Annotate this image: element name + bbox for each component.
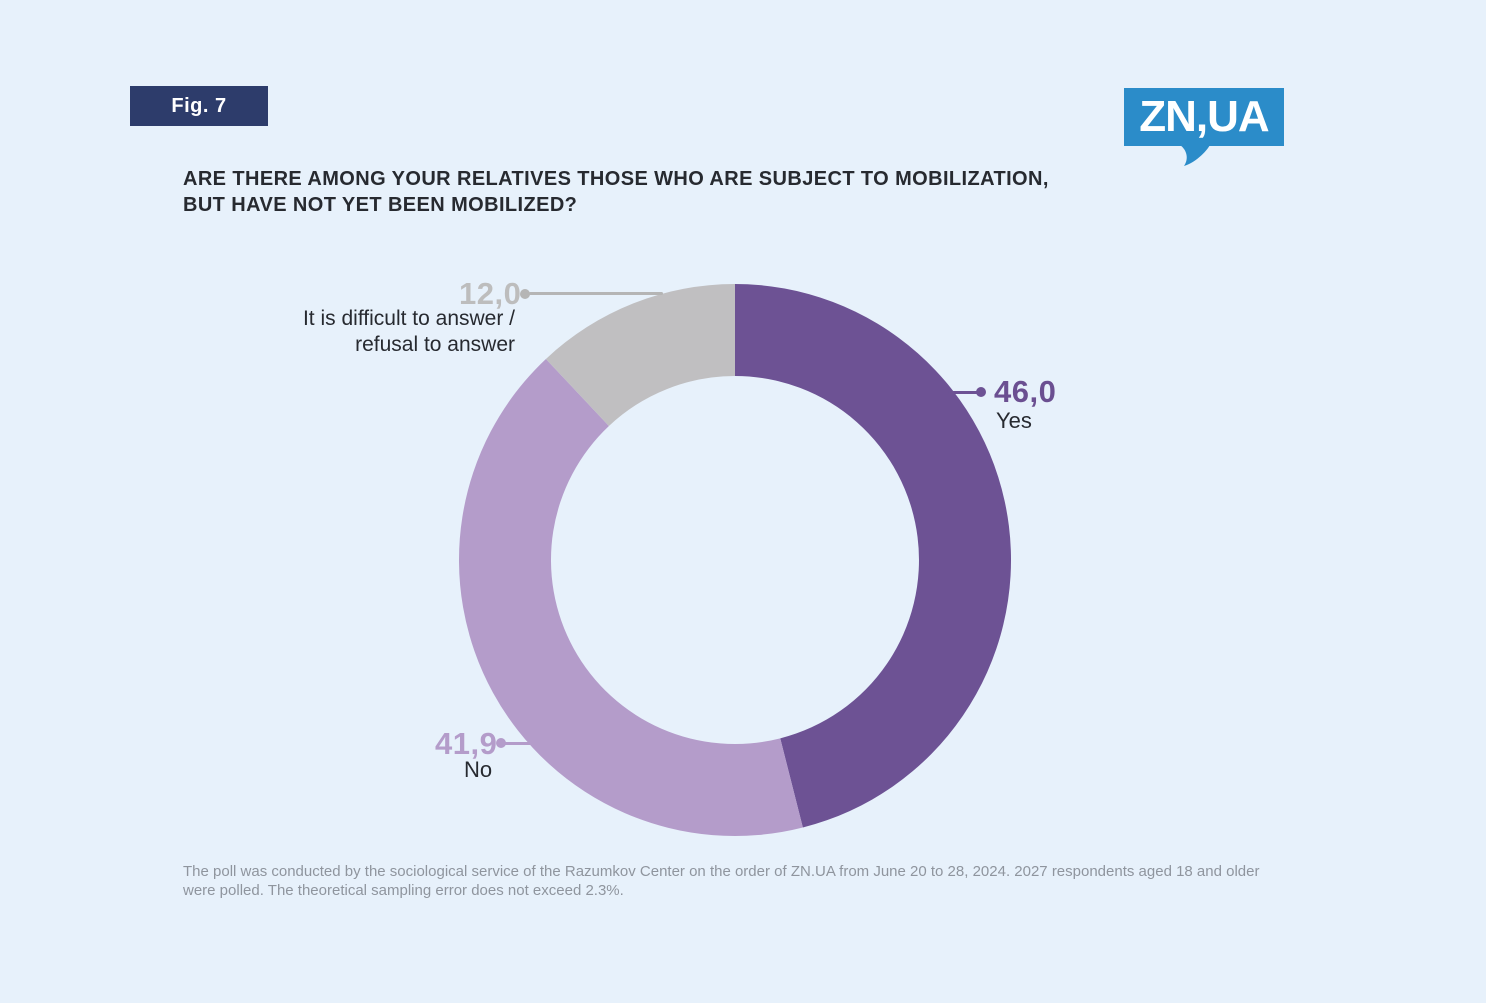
znua-logo-tail-icon [1176, 145, 1210, 166]
page-title-line1: ARE THERE AMONG YOUR RELATIVES THOSE WHO… [183, 168, 1049, 190]
no-value: 41,9 [435, 726, 498, 761]
znua-logo: ZN,UA [1124, 88, 1284, 146]
donut-slice-yes [735, 284, 1012, 828]
difficult-label: It is difficult to answer / refusal to a… [215, 306, 515, 358]
donut-slice-difficult [545, 284, 735, 426]
donut-slice-no [458, 358, 803, 837]
znua-logo-text: ZN,UA [1139, 92, 1269, 141]
difficult-leader-line [529, 292, 663, 295]
difficult-label-line2: refusal to answer [355, 333, 515, 356]
no-leader-dot [496, 738, 506, 748]
figure-badge: Fig. 7 [130, 86, 268, 126]
difficult-label-line1: It is difficult to answer / [302, 307, 515, 330]
yes-leader-dot [976, 387, 986, 397]
page-title-line2: BUT HAVE NOT YET BEEN MOBILIZED? [183, 194, 578, 216]
yes-value: 46,0 [994, 374, 1057, 409]
no-label: No [464, 757, 493, 782]
difficult-value: 12,0 [459, 276, 522, 311]
figure-badge-label: Fig. 7 [171, 94, 227, 117]
donut-chart [458, 284, 1012, 837]
difficult-leader-dot [520, 289, 530, 299]
no-leader-line [504, 742, 538, 745]
yes-label: Yes [996, 408, 1032, 433]
yes-leader-line [948, 391, 980, 394]
page-title: ARE THERE AMONG YOUR RELATIVES THOSE WHO… [183, 166, 1143, 218]
footnote: The poll was conducted by the sociologic… [183, 863, 1260, 899]
